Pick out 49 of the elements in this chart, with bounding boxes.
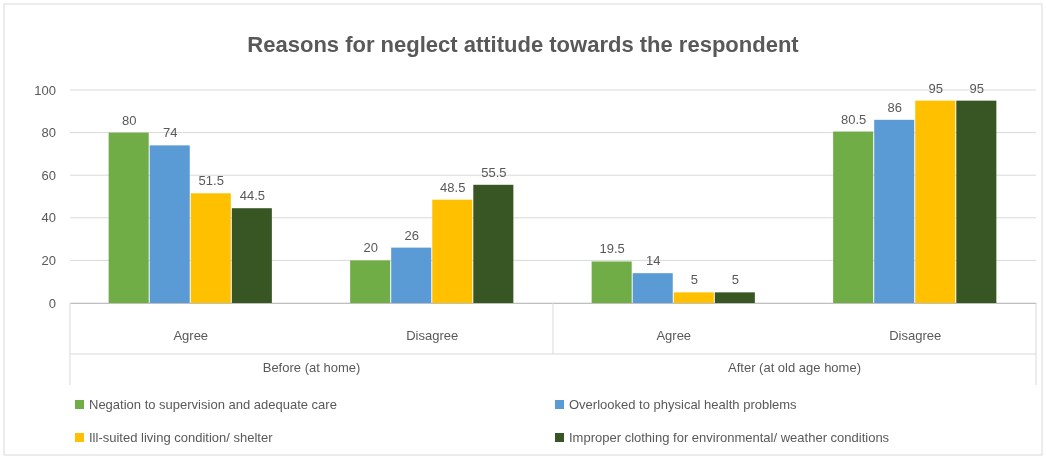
bar [874, 119, 915, 303]
y-tick-label: 0 [48, 295, 56, 311]
x-tick-label: Disagree [889, 328, 942, 344]
data-label: 26 [404, 227, 419, 243]
data-label: 86 [887, 99, 902, 115]
y-tick-label: 40 [41, 210, 56, 226]
bar [391, 247, 432, 303]
text: After (at old age home) [728, 360, 861, 375]
data-label: 95 [928, 80, 944, 96]
legend-label: Negation to supervision and adequate care [89, 397, 337, 412]
data-label: 19.5 [599, 241, 625, 257]
bar [473, 184, 514, 303]
bar [190, 193, 231, 303]
bar [108, 132, 149, 303]
bar [956, 100, 997, 303]
bar [714, 292, 755, 303]
data-label: 5 [690, 272, 698, 288]
data-label: 44.5 [239, 188, 265, 204]
data-label: 80 [121, 112, 137, 128]
y-tick-label: 20 [41, 253, 56, 269]
chart-title: Reasons for neglect attitude towards the respondent [247, 32, 800, 57]
data-label: 74 [162, 125, 178, 141]
legend-label: Improper clothing for environmental/ weather conditions [569, 430, 890, 445]
x-tick-label: Agree [656, 328, 692, 344]
legend-label: Ill-suited living condition/ shelter [89, 430, 274, 445]
data-label: 95 [969, 80, 985, 96]
bar [915, 100, 956, 303]
data-label: 51.5 [198, 173, 224, 189]
bar [833, 131, 874, 303]
y-tick-label: 60 [41, 167, 56, 183]
data-label: 5 [731, 272, 739, 288]
data-label: 14 [645, 253, 661, 269]
x-tick-label: Disagree [406, 328, 459, 344]
legend-label: Overlooked to physical health problems [569, 397, 798, 412]
bar [432, 199, 473, 303]
bar [673, 292, 714, 303]
text: Before (at home) [262, 360, 361, 375]
bar [231, 208, 272, 303]
x-tick-label: Agree [173, 328, 209, 344]
data-label: 80.5 [841, 111, 867, 127]
bar [350, 260, 391, 303]
data-label: 48.5 [440, 179, 466, 195]
bar [632, 273, 673, 303]
bar [149, 145, 190, 303]
bar [591, 261, 632, 303]
data-label: 55.5 [481, 164, 507, 180]
y-tick-label: 80 [41, 125, 56, 141]
data-label: 20 [363, 240, 378, 256]
y-tick-label: 100 [34, 82, 56, 98]
